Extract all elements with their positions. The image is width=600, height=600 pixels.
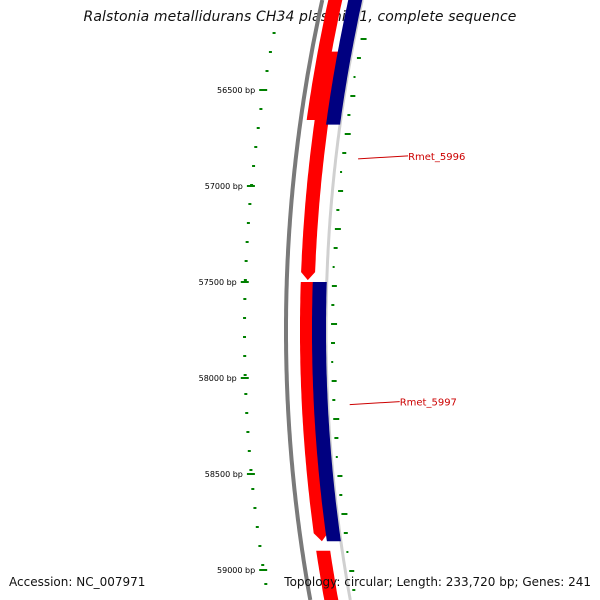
blast-hit-band (326, 0, 363, 125)
gc-skew-mark (335, 456, 338, 458)
gc-skew-mark (334, 437, 339, 439)
position-ticks: 56500 bp 57000 bp 57500 bp 58000 bp 58500 bp… (199, 86, 268, 575)
position-tick-label: 59000 bp (217, 566, 255, 575)
position-tick (246, 185, 255, 187)
blast-hit-track (312, 0, 363, 542)
gc-content-mark (259, 108, 263, 110)
gc-content-mark (258, 545, 262, 547)
gc-content-mark (246, 431, 250, 433)
gc-skew-mark (349, 570, 355, 572)
gc-skew-mark (343, 532, 348, 534)
gc-content-track (243, 32, 276, 585)
gene-label: Rmet_5997 (400, 398, 457, 409)
gc-skew-mark (331, 380, 337, 382)
gene-labels: Rmet_5996 Rmet_5997 (349, 152, 465, 409)
gc-content-mark (256, 127, 260, 129)
gc-content-mark (243, 355, 247, 357)
gc-skew-mark (334, 228, 341, 230)
gc-skew-mark (341, 513, 348, 515)
gc-content-mark (251, 488, 255, 490)
gc-content-mark (265, 70, 269, 72)
gc-skew-mark (339, 494, 343, 496)
gene-label: Rmet_5996 (408, 152, 465, 163)
gc-content-mark (244, 260, 248, 262)
position-tick-label: 57000 bp (205, 182, 243, 191)
gc-content-mark (243, 317, 247, 319)
gc-skew-mark (346, 551, 349, 553)
gc-content-mark (252, 165, 256, 167)
position-tick (259, 89, 268, 91)
gene-arrow (316, 550, 339, 600)
gc-content-mark (264, 583, 268, 585)
gc-content-mark (261, 564, 265, 566)
gene-leader-line (349, 401, 400, 406)
gc-skew-mark (352, 589, 356, 591)
gc-skew-mark (344, 133, 351, 135)
gc-skew-mark (333, 418, 340, 420)
position-tick-label: 56500 bp (217, 86, 255, 95)
accession-text: Accession: NC_007971 (9, 575, 146, 589)
gc-skew-mark (336, 209, 340, 211)
gc-skew-mark (338, 190, 344, 192)
position-tick (246, 473, 255, 475)
gc-content-mark (248, 203, 252, 205)
gc-content-mark (243, 374, 247, 376)
gc-content-mark (272, 32, 276, 34)
gene-leader-line (358, 155, 409, 160)
gc-content-mark (243, 298, 247, 300)
gc-content-mark (254, 146, 258, 148)
gc-skew-mark (331, 285, 337, 287)
position-tick (259, 569, 268, 571)
gc-skew-mark (331, 323, 338, 325)
blast-hit-band (312, 282, 341, 542)
gc-skew-track (331, 38, 367, 591)
gc-skew-mark (360, 38, 367, 40)
gc-skew-mark (350, 95, 356, 97)
gc-skew-mark (347, 114, 351, 116)
gc-content-mark (243, 279, 247, 281)
gc-content-mark (245, 412, 249, 414)
position-tick (240, 281, 249, 283)
gc-skew-mark (331, 304, 335, 306)
gc-skew-mark (356, 57, 361, 59)
position-tick-label: 58500 bp (205, 470, 243, 479)
gc-content-mark (243, 336, 247, 338)
gc-skew-mark (331, 361, 334, 363)
gc-content-mark (247, 450, 251, 452)
backbone-arc (284, 0, 325, 600)
gc-content-mark (255, 526, 259, 528)
gc-content-mark (244, 393, 248, 395)
gc-content-mark (246, 222, 250, 224)
gc-skew-mark (342, 152, 347, 154)
map-title: Ralstonia metallidurans CH34 plasmid 1, … (83, 9, 517, 25)
gc-skew-mark (337, 475, 343, 477)
gc-skew-mark (332, 266, 335, 268)
position-tick (240, 377, 249, 379)
gc-content-mark (253, 507, 257, 509)
gc-skew-mark (332, 399, 336, 401)
position-tick-label: 57500 bp (199, 278, 237, 287)
gc-skew-mark (333, 247, 338, 249)
gc-skew-mark (340, 171, 343, 173)
gc-content-mark (245, 241, 249, 243)
topology-summary: Topology: circular; Length: 233,720 bp; … (284, 575, 591, 589)
gc-content-mark (249, 469, 253, 471)
gc-skew-mark (353, 76, 356, 78)
gc-skew-mark (331, 342, 336, 344)
position-tick-label: 58000 bp (199, 374, 237, 383)
gc-content-mark (268, 51, 272, 53)
